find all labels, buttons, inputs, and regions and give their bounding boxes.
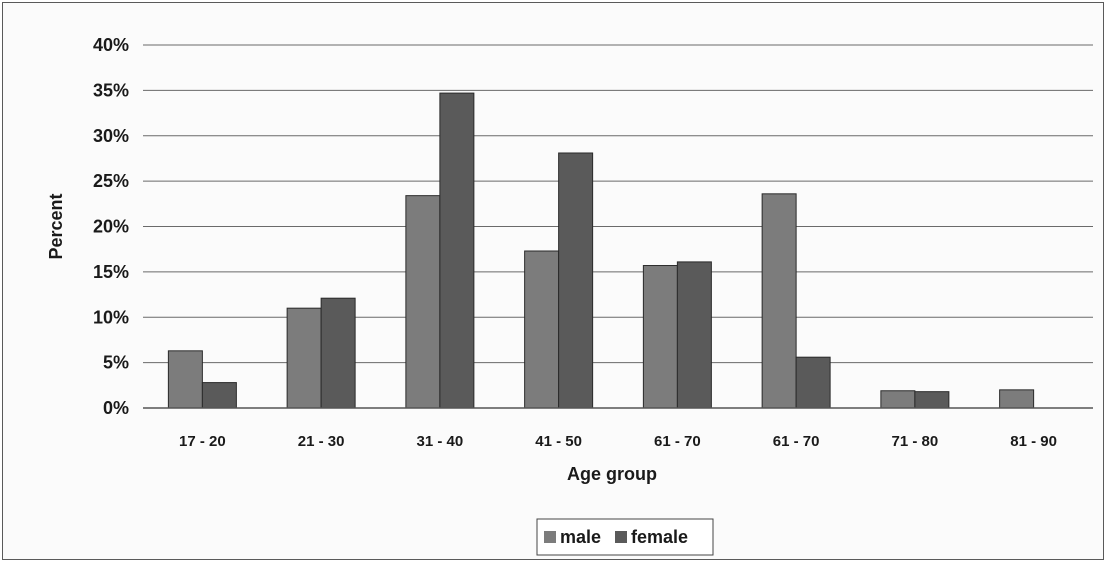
bar-female: [201, 382, 237, 409]
y-tick-label: 35%: [93, 80, 129, 100]
bar-female: [795, 356, 831, 409]
bar-chart: 0% 5% 10% 15% 20% 25% 30% 35% 40% 17 - 20 21 - 30…: [46, 35, 1093, 556]
x-tick-label: 81 - 90: [1010, 433, 1057, 450]
x-tick-label: 17 - 20: [179, 433, 226, 450]
x-tick-label: 21 - 30: [298, 433, 345, 450]
x-tick-label: 61 - 70: [654, 433, 701, 450]
legend-label-female: female: [631, 527, 688, 547]
bar-male: [405, 195, 441, 409]
bar-female: [558, 152, 594, 409]
y-tick-label: 10%: [93, 307, 129, 327]
bar-male: [286, 307, 322, 409]
y-tick-label: 15%: [93, 262, 129, 282]
legend-swatch-male: [544, 531, 556, 543]
bar-male: [642, 265, 678, 409]
bar-male: [167, 350, 203, 409]
bar-male: [999, 389, 1035, 409]
x-axis-title: Age group: [567, 464, 657, 484]
y-tick-label: 30%: [93, 126, 129, 146]
bar-male: [880, 390, 916, 409]
x-tick-label: 71 - 80: [892, 433, 939, 450]
legend-swatch-female: [615, 531, 627, 543]
x-tick-label: 41 - 50: [535, 433, 582, 450]
y-axis-title: Percent: [46, 193, 66, 259]
y-axis-ticks: 0% 5% 10% 15% 20% 25% 30% 35% 40%: [93, 35, 129, 418]
legend-label-male: male: [560, 527, 601, 547]
grid-lines: [143, 44, 1093, 364]
bar-female: [676, 261, 712, 409]
bar-male: [524, 250, 560, 409]
bar-female: [914, 391, 950, 409]
y-tick-label: 20%: [93, 217, 129, 237]
bar-female: [439, 92, 475, 409]
legend-box: [536, 518, 714, 556]
bars: [167, 92, 1035, 409]
x-tick-label: 61 - 70: [773, 433, 820, 450]
y-tick-label: 0%: [103, 398, 129, 418]
x-tick-label: 31 - 40: [417, 433, 464, 450]
y-tick-label: 40%: [93, 35, 129, 55]
x-axis-ticks: 17 - 20 21 - 30 31 - 40 41 - 50 61 - 70 61 - …: [179, 433, 1057, 450]
y-tick-label: 25%: [93, 171, 129, 191]
y-tick-label: 5%: [103, 353, 129, 373]
legend: male female: [536, 518, 714, 556]
bar-female: [320, 297, 356, 409]
bar-male: [761, 193, 797, 409]
